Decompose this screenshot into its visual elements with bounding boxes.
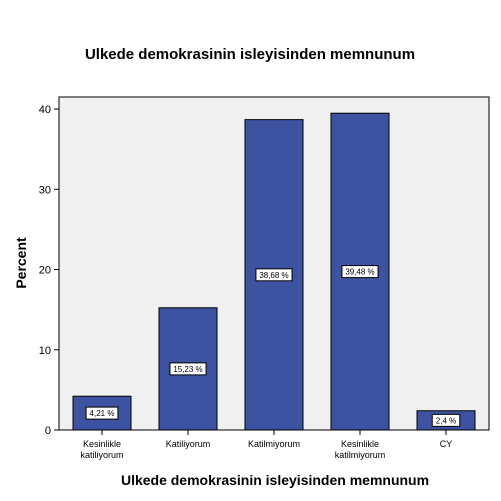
- y-tick-label: 10: [39, 345, 51, 357]
- x-tick-label: Katiliyorum: [166, 439, 211, 449]
- data-label: 38,68 %: [259, 271, 288, 280]
- x-tick-label: Katilmiyorum: [248, 439, 300, 449]
- x-tick-label: katilmiyorum: [335, 450, 386, 460]
- chart-title: Ulkede demokrasinin isleyisinden memnunu…: [85, 46, 415, 63]
- x-tick-label: katiliyorum: [80, 450, 123, 460]
- data-label: 2,4 %: [436, 416, 456, 425]
- x-tick-label: CY: [440, 439, 453, 449]
- data-label-box: [169, 362, 207, 376]
- y-axis-label: Percent: [13, 237, 29, 289]
- data-label-box: [85, 406, 119, 420]
- y-axis: 0 10 20 30 40: [39, 104, 59, 437]
- data-label-box: [431, 413, 461, 427]
- data-label: 15,23 %: [173, 365, 202, 374]
- x-axis-label: Ulkede demokrasinin isleyisinden memnunu…: [121, 472, 429, 488]
- x-tick-label: Kesinlikle: [341, 439, 379, 449]
- data-label-box: [255, 268, 293, 282]
- y-tick-label: 0: [45, 425, 51, 437]
- y-tick-label: 40: [39, 104, 51, 116]
- x-tick-label: Kesinlikle: [83, 439, 121, 449]
- y-tick-label: 30: [39, 184, 51, 196]
- data-label: 4,21 %: [90, 409, 115, 418]
- y-tick-label: 20: [39, 265, 51, 277]
- data-label-box: [341, 265, 379, 279]
- bars: 4,21 % 15,23 % 38,68 % 39,48 % 2,4 %: [72, 112, 476, 431]
- data-label: 39,48 %: [345, 268, 374, 277]
